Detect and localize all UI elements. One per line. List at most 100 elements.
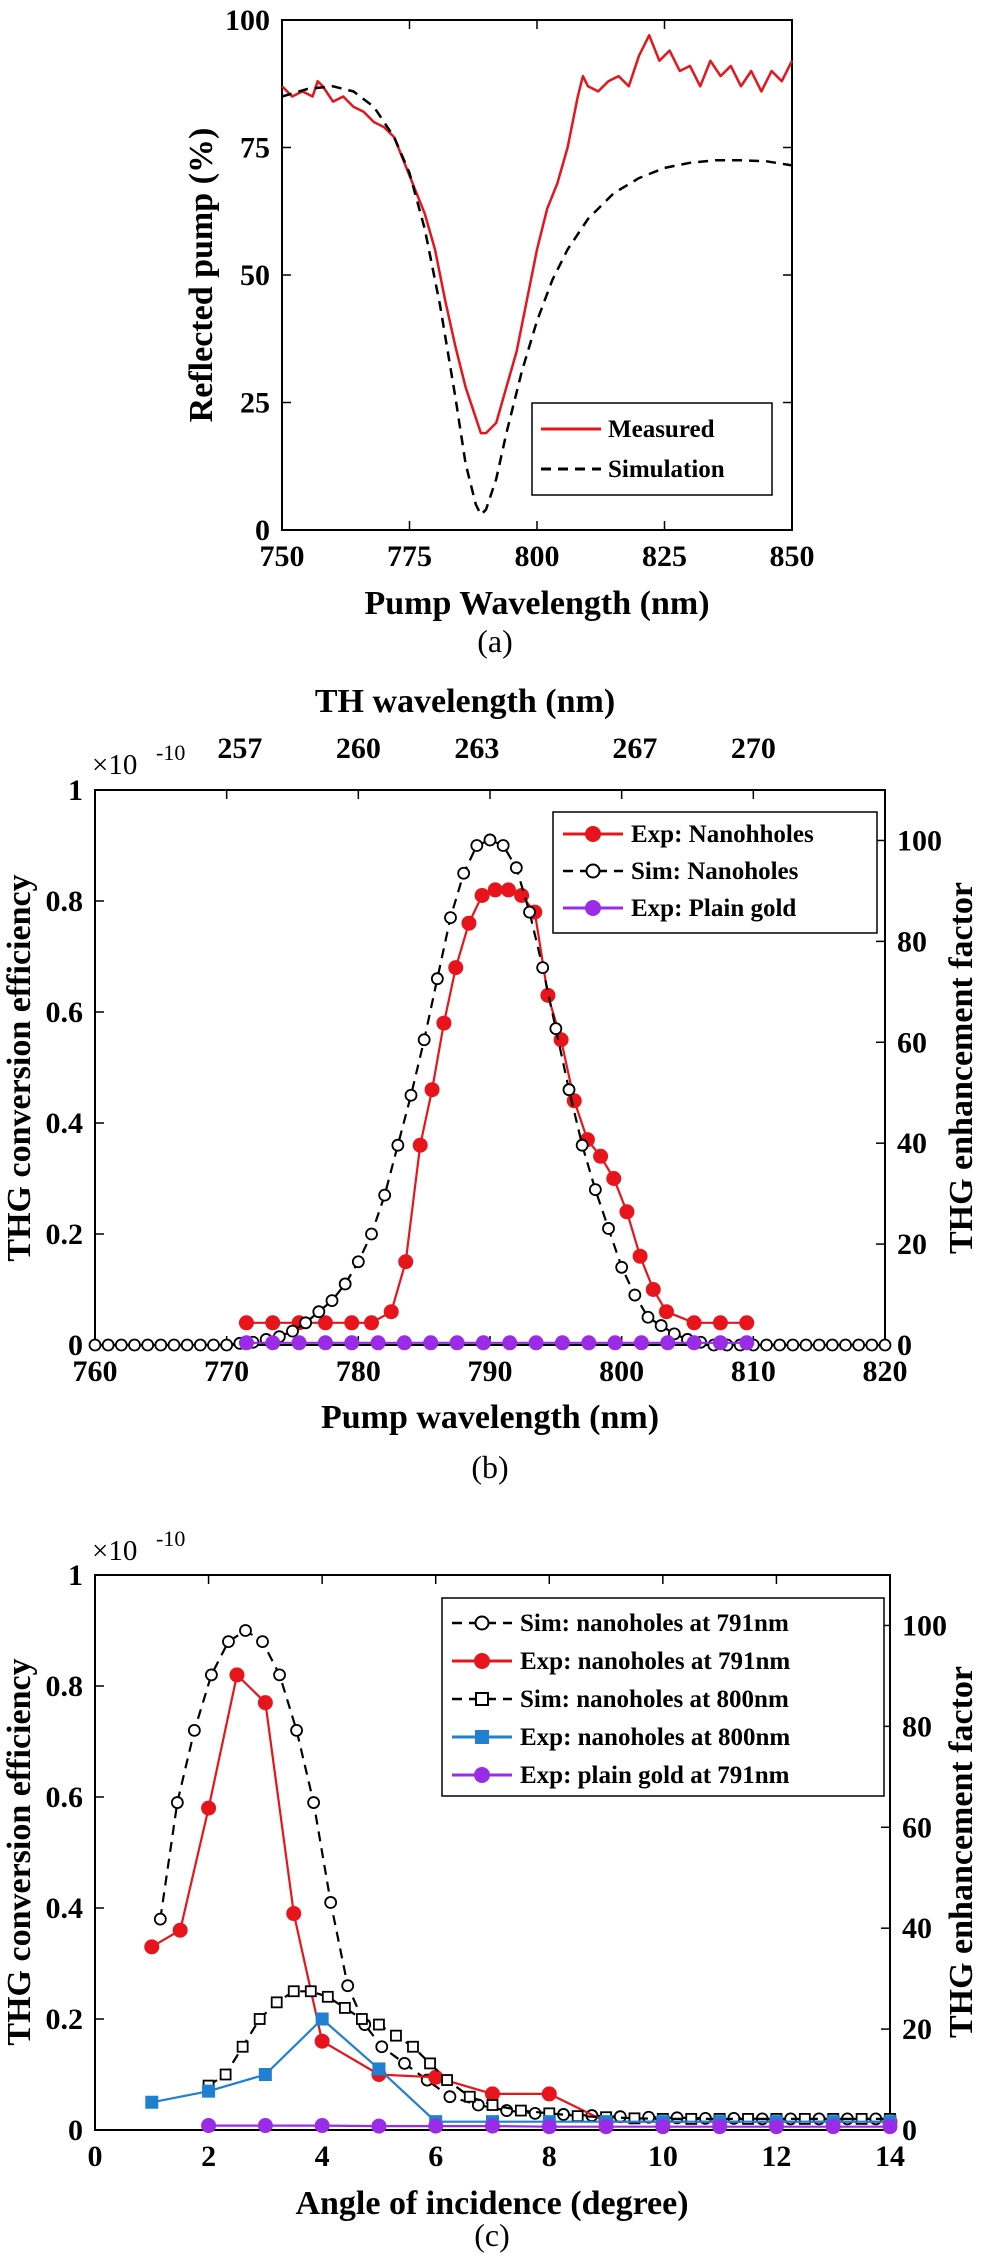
top-tick-label-b: 270 (731, 732, 776, 765)
y-tick-label-c: 0 (68, 2114, 83, 2147)
x-tick-label-a: 825 (642, 540, 687, 573)
data-point-b-0 (344, 1315, 360, 1331)
data-point-b-1 (141, 1338, 155, 1352)
data-point-c-2 (253, 2013, 266, 2025)
panel-b: TH wavelength (nm) 257 260 263 267 270 ×10 -… (1, 683, 980, 1485)
data-point-c-2 (571, 2110, 584, 2123)
legend-a: Measured Simulation (531, 402, 773, 496)
x-tick-label-c: 14 (875, 2140, 905, 2173)
data-point-b-2 (475, 1335, 491, 1351)
panel-c: ×10 -10 0 2 4 6 8 10 12 1400.20.40.60.810204060… (1, 1526, 980, 2253)
data-point-b-0 (686, 1315, 702, 1331)
y-axis-label-b: THG conversion efficiency (1, 874, 38, 1261)
data-point-c-0 (443, 2090, 457, 2104)
data-point-b-1 (839, 1338, 852, 1352)
y-tick-label-a: 0 (255, 514, 270, 547)
data-point-b-1 (101, 1338, 115, 1352)
legend-c-box (441, 1597, 885, 1797)
data-point-b-0 (398, 1254, 414, 1270)
data-point-c-2 (373, 2018, 385, 2031)
data-point-b-1 (154, 1338, 168, 1352)
data-point-b-0 (739, 1315, 755, 1331)
y-right-tick-label-c: 60 (902, 1811, 932, 1844)
y-right-tick-label-c: 20 (902, 2013, 932, 2046)
x-tick-label-c: 8 (542, 2140, 557, 2173)
data-point-c-4 (257, 2118, 273, 2134)
data-point-c-4 (598, 2119, 614, 2135)
data-point-b-0 (632, 1248, 648, 1264)
data-point-c-0 (375, 2040, 389, 2054)
y-tick-label-c: 0.8 (46, 1670, 84, 1703)
data-point-b-1 (549, 1022, 563, 1036)
series-line-c-3 (151, 2017, 890, 2123)
data-point-b-1 (562, 1083, 576, 1097)
data-point-b-2 (238, 1335, 254, 1351)
data-point-b-1 (417, 1033, 431, 1047)
x-tick-label-a: 850 (770, 540, 815, 573)
y-right-tick-label-c: 0 (902, 2114, 917, 2147)
y-right-tick-label-b: 80 (897, 925, 927, 958)
data-point-b-0 (606, 1171, 622, 1186)
legend-b-gold-label: Exp: Plain gold (631, 895, 796, 922)
legend-c-exp800-label: Exp: nanoholes at 800nm (520, 1724, 790, 1751)
data-point-b-2 (607, 1335, 623, 1351)
caption-c: (c) (474, 2217, 510, 2253)
legend-a-box (531, 402, 773, 496)
x-tick-label-b: 820 (863, 1355, 908, 1388)
data-point-c-4 (314, 2118, 330, 2134)
data-point-b-0 (424, 1082, 440, 1098)
y-tick-label-b: 0 (68, 1329, 83, 1362)
data-point-b-1 (852, 1338, 866, 1352)
data-point-b-2 (502, 1335, 518, 1351)
data-point-c-0 (205, 1668, 218, 1682)
y-tick-label-c: 0.2 (46, 2003, 84, 2036)
data-point-c-4 (825, 2119, 841, 2135)
data-point-b-1 (430, 972, 444, 986)
data-point-b-1 (286, 1324, 299, 1338)
data-point-b-2 (423, 1335, 439, 1351)
data-point-c-2 (514, 2104, 527, 2117)
y-tick-label-a: 25 (240, 387, 270, 420)
exponent-power-c: -10 (156, 1526, 185, 1551)
data-point-c-2 (441, 2074, 453, 2086)
data-point-b-2 (712, 1335, 728, 1351)
legend-c: Sim: nanoholes at 791nm Exp: nanoholes a… (441, 1597, 885, 1797)
data-point-b-1 (391, 1138, 405, 1152)
data-point-b-1 (457, 866, 471, 880)
data-point-c-2 (685, 2112, 698, 2125)
series-line-b-0 (246, 888, 747, 1324)
legend-c-sim791-marker (474, 1615, 490, 1631)
data-point-b-1 (338, 1277, 352, 1291)
data-point-c-4 (882, 2119, 898, 2135)
x-tick-label-a: 750 (260, 540, 305, 573)
x-tick-label-b: 780 (336, 1355, 381, 1388)
data-point-c-3 (372, 2062, 386, 2076)
data-point-b-1 (378, 1188, 392, 1202)
data-point-c-4 (371, 2118, 387, 2134)
x-tick-label-c: 10 (648, 2140, 678, 2173)
legend-b-box (552, 811, 878, 934)
data-point-b-0 (645, 1282, 661, 1297)
x-tick-label-a: 775 (387, 540, 432, 573)
x-tick-label-b: 810 (731, 1355, 776, 1388)
x-tick-label-b: 760 (73, 1355, 118, 1388)
data-point-c-4 (712, 2119, 728, 2135)
data-point-c-3 (202, 2084, 216, 2098)
x-tick-label-c: 2 (201, 2140, 216, 2173)
y-tick-label-b: 0.6 (46, 996, 84, 1029)
data-point-c-1 (286, 1906, 302, 1922)
panel-a-ticks (281, 19, 793, 531)
data-point-b-1 (825, 1338, 839, 1352)
y-right-tick-label-b: 20 (897, 1228, 927, 1261)
data-point-b-1 (365, 1227, 378, 1241)
legend-a-simulation-label: Simulation (608, 456, 725, 483)
data-point-c-2 (321, 1990, 334, 2003)
data-point-b-1 (536, 961, 550, 974)
legend-b-sim-label: Sim: Nanoholes (631, 858, 799, 885)
caption-a: (a) (477, 623, 513, 659)
data-point-b-1 (325, 1294, 339, 1307)
data-point-b-1 (628, 1288, 642, 1302)
panel-a-tick-labels: 750 775 800 825 850 0 25 50 75 100 (225, 4, 815, 573)
